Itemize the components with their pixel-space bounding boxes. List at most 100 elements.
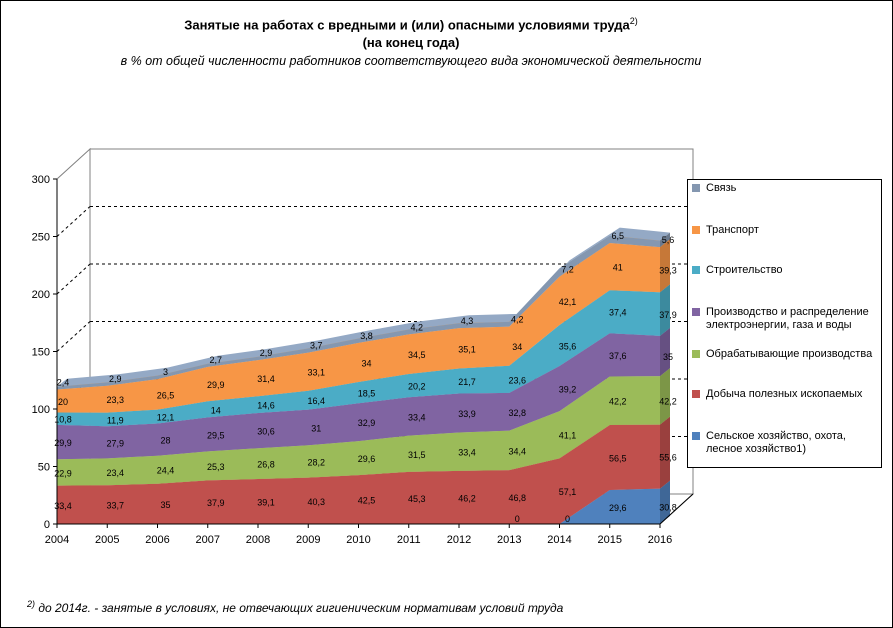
legend-swatch — [692, 350, 700, 358]
area-end-1 — [660, 416, 670, 489]
data-label: 29,9 — [207, 380, 225, 390]
chart-title-line2: (на конец года) — [362, 35, 460, 50]
footnote: 2) до 2014г. - занятые в условиях, не от… — [27, 599, 563, 615]
data-label: 11,9 — [107, 415, 124, 425]
x-tick-label: 2016 — [648, 534, 672, 546]
data-label: 26,5 — [157, 390, 175, 400]
data-label: 33,4 — [408, 412, 426, 422]
footnote-mark: 2) — [27, 599, 36, 609]
legend-swatch — [692, 266, 700, 274]
x-tick-label: 2015 — [598, 534, 622, 546]
area-end-4 — [660, 284, 670, 336]
area-end-2 — [660, 368, 670, 425]
data-label: 30,8 — [659, 502, 677, 512]
x-tick-label: 2014 — [547, 534, 571, 546]
data-label: 26,8 — [257, 460, 275, 470]
y-tick-label: 300 — [32, 174, 50, 186]
x-tick-label: 2011 — [397, 534, 421, 546]
data-label: 21,7 — [458, 377, 476, 387]
legend-label: Сельское хозяйство, охота, лесное хозяйс… — [706, 430, 846, 455]
x-tick-label: 2012 — [447, 534, 471, 546]
chart-legend: Связь Транспорт Строительство Производство … — [687, 179, 882, 468]
data-label: 57,1 — [559, 487, 577, 497]
x-tick-label: 2009 — [296, 534, 320, 546]
x-tick-label: 2005 — [95, 534, 119, 546]
data-label: 37,9 — [207, 498, 225, 508]
data-label: 10,8 — [54, 415, 72, 425]
legend-label: Обрабатывающие производства — [706, 348, 873, 360]
legend-item: Транспорт — [692, 224, 881, 237]
data-label: 42,2 — [609, 397, 627, 407]
data-label: 2,4 — [57, 377, 70, 387]
y-tick-label: 200 — [32, 289, 50, 301]
legend-item: Связь — [692, 182, 881, 195]
data-label: 29,5 — [207, 430, 225, 440]
y-tick-label: 250 — [32, 232, 50, 244]
data-label: 41 — [613, 263, 623, 273]
data-label: 20,2 — [408, 382, 426, 392]
data-label: 39,2 — [559, 385, 577, 395]
chart-title-text: Занятые на работах с вредными и (или) оп… — [184, 17, 630, 33]
data-label: 42,2 — [659, 396, 677, 406]
data-label: 4,2 — [511, 315, 524, 325]
legend-item: Производство и распределение электроэнер… — [692, 306, 881, 332]
legend-item: Обрабатывающие производства — [692, 348, 881, 361]
data-label: 23,6 — [508, 375, 526, 385]
x-tick-label: 2008 — [246, 534, 270, 546]
data-label: 18,5 — [358, 389, 376, 399]
data-label: 31,4 — [257, 374, 275, 384]
area-end-0 — [660, 480, 670, 524]
data-label: 35 — [160, 500, 170, 510]
data-label: 4,3 — [461, 316, 474, 326]
data-label: 37,9 — [659, 310, 677, 320]
footnote-text: до 2014г. - занятые в условиях, не отвеч… — [35, 601, 564, 615]
x-tick-label: 2004 — [45, 534, 69, 546]
data-label: 5,6 — [662, 235, 675, 245]
data-label: 35,1 — [458, 344, 476, 354]
legend-item: Строительство — [692, 264, 881, 277]
data-label: 46,2 — [458, 493, 476, 503]
x-tick-label: 2007 — [196, 534, 220, 546]
data-label: 14,6 — [257, 401, 275, 411]
data-label: 39,1 — [257, 498, 275, 508]
data-label: 29,6 — [609, 503, 627, 513]
data-label: 22,9 — [54, 468, 72, 478]
data-label: 42,1 — [559, 297, 577, 307]
legend-swatch — [692, 226, 700, 234]
data-label: 24,4 — [157, 466, 175, 476]
data-label: 7,2 — [561, 265, 574, 275]
x-tick-label: 2006 — [145, 534, 169, 546]
legend-swatch — [692, 390, 700, 398]
data-label: 37,6 — [609, 351, 627, 361]
y-tick-label: 150 — [32, 347, 50, 359]
legend-swatch — [692, 308, 700, 316]
data-label: 28 — [160, 436, 170, 446]
data-label: 35 — [663, 352, 673, 362]
data-label: 20 — [58, 397, 68, 407]
chart-title-line1: Занятые на работах с вредными и (или) оп… — [1, 16, 821, 32]
data-label: 29,6 — [358, 454, 376, 464]
x-axis-depth — [659, 493, 694, 525]
data-label: 3,8 — [360, 331, 373, 341]
legend-swatch — [692, 432, 700, 440]
data-label: 23,4 — [106, 468, 124, 478]
legend-label: Строительство — [706, 264, 783, 276]
data-label: 16,4 — [307, 396, 325, 406]
data-label: 34 — [512, 342, 522, 352]
data-label: 56,5 — [609, 453, 627, 463]
chart-subtitle: в % от общей численности работников соот… — [120, 54, 702, 68]
data-label: 34 — [361, 358, 371, 368]
data-label: 14 — [211, 405, 221, 415]
data-label: 31 — [311, 423, 321, 433]
data-label: 33,9 — [458, 409, 476, 419]
x-tick-label: 2010 — [346, 534, 370, 546]
chart-data-labels: 0 029,6 30,833,4 33,7 35 37,9 39,1 40,3 42,5 45,3… — [54, 231, 677, 524]
data-label: 4,2 — [410, 322, 423, 332]
data-label: 55,6 — [659, 453, 677, 463]
data-label: 25,3 — [207, 462, 225, 472]
gridline-side — [56, 206, 91, 237]
area-series-2 — [57, 376, 660, 486]
chart-areas — [57, 227, 670, 524]
